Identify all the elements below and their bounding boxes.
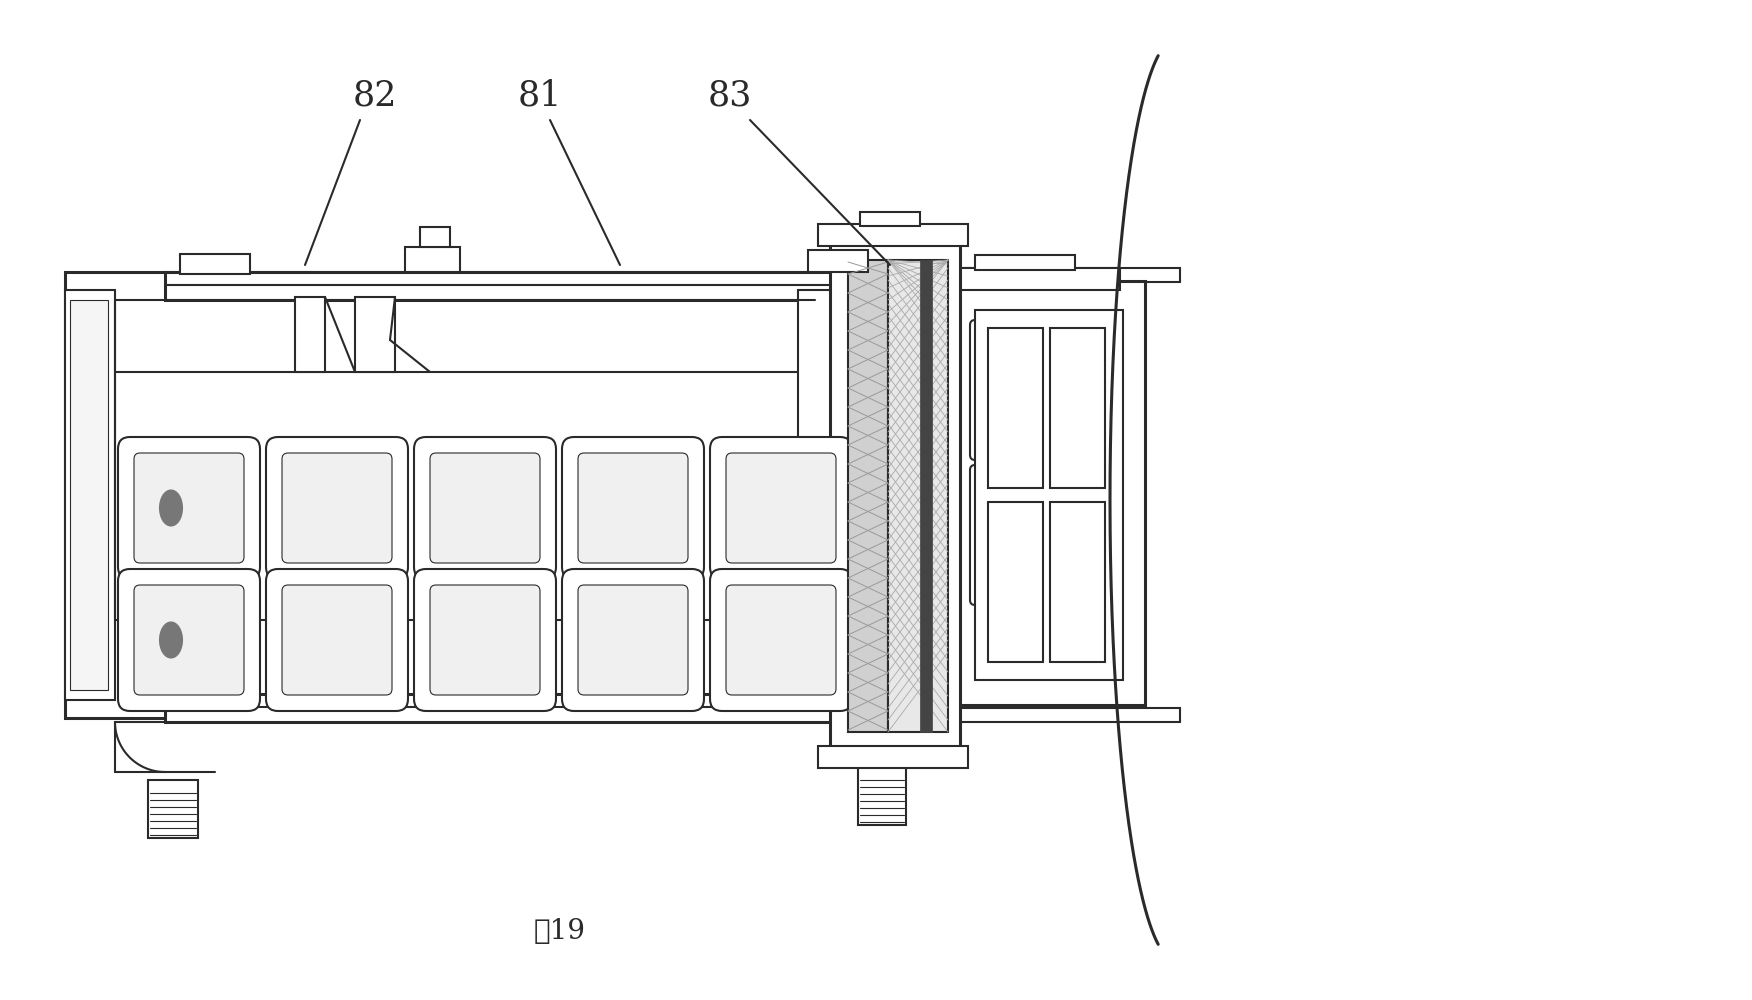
- Text: 83: 83: [708, 78, 752, 112]
- FancyBboxPatch shape: [413, 569, 555, 711]
- Text: 81: 81: [519, 78, 562, 112]
- Text: 82: 82: [352, 78, 398, 112]
- Bar: [294, 297, 326, 372]
- Bar: [976, 255, 1076, 270]
- Bar: [955, 708, 1181, 722]
- FancyBboxPatch shape: [725, 453, 836, 563]
- Bar: [830, 240, 960, 752]
- Bar: [165, 694, 955, 722]
- FancyBboxPatch shape: [971, 320, 1090, 460]
- Bar: [65, 272, 839, 718]
- FancyBboxPatch shape: [725, 585, 836, 695]
- Bar: [836, 254, 915, 274]
- FancyBboxPatch shape: [710, 569, 851, 711]
- Bar: [858, 767, 906, 825]
- FancyBboxPatch shape: [117, 437, 259, 579]
- FancyBboxPatch shape: [578, 453, 689, 563]
- Bar: [941, 285, 1130, 705]
- Bar: [405, 247, 461, 272]
- Bar: [420, 227, 450, 247]
- Bar: [356, 297, 394, 372]
- Bar: [180, 254, 251, 274]
- Bar: [988, 502, 1042, 662]
- Bar: [955, 281, 1146, 705]
- FancyBboxPatch shape: [282, 453, 392, 563]
- Bar: [70, 300, 109, 690]
- Bar: [1049, 328, 1106, 488]
- FancyBboxPatch shape: [971, 465, 1090, 605]
- FancyBboxPatch shape: [562, 569, 704, 711]
- Bar: [797, 290, 836, 700]
- FancyBboxPatch shape: [413, 437, 555, 579]
- Bar: [65, 290, 116, 700]
- FancyBboxPatch shape: [710, 437, 851, 579]
- FancyBboxPatch shape: [562, 437, 704, 579]
- Bar: [818, 224, 969, 246]
- FancyBboxPatch shape: [133, 585, 244, 695]
- Bar: [147, 780, 198, 838]
- Bar: [818, 746, 969, 768]
- Bar: [860, 212, 920, 226]
- FancyBboxPatch shape: [282, 585, 392, 695]
- Bar: [950, 268, 1120, 290]
- Bar: [976, 310, 1123, 680]
- FancyBboxPatch shape: [429, 453, 540, 563]
- Bar: [988, 328, 1042, 488]
- FancyBboxPatch shape: [117, 569, 259, 711]
- Bar: [955, 268, 1181, 282]
- FancyBboxPatch shape: [266, 569, 408, 711]
- FancyBboxPatch shape: [266, 437, 408, 579]
- Bar: [920, 260, 932, 732]
- FancyBboxPatch shape: [133, 453, 244, 563]
- Bar: [808, 250, 867, 272]
- Bar: [1049, 502, 1106, 662]
- Bar: [165, 272, 955, 300]
- FancyBboxPatch shape: [429, 585, 540, 695]
- Text: 图19: 图19: [534, 918, 585, 946]
- Bar: [888, 260, 948, 732]
- Bar: [848, 260, 888, 732]
- Ellipse shape: [159, 622, 182, 658]
- Ellipse shape: [159, 490, 182, 526]
- Bar: [960, 305, 1111, 685]
- FancyBboxPatch shape: [578, 585, 689, 695]
